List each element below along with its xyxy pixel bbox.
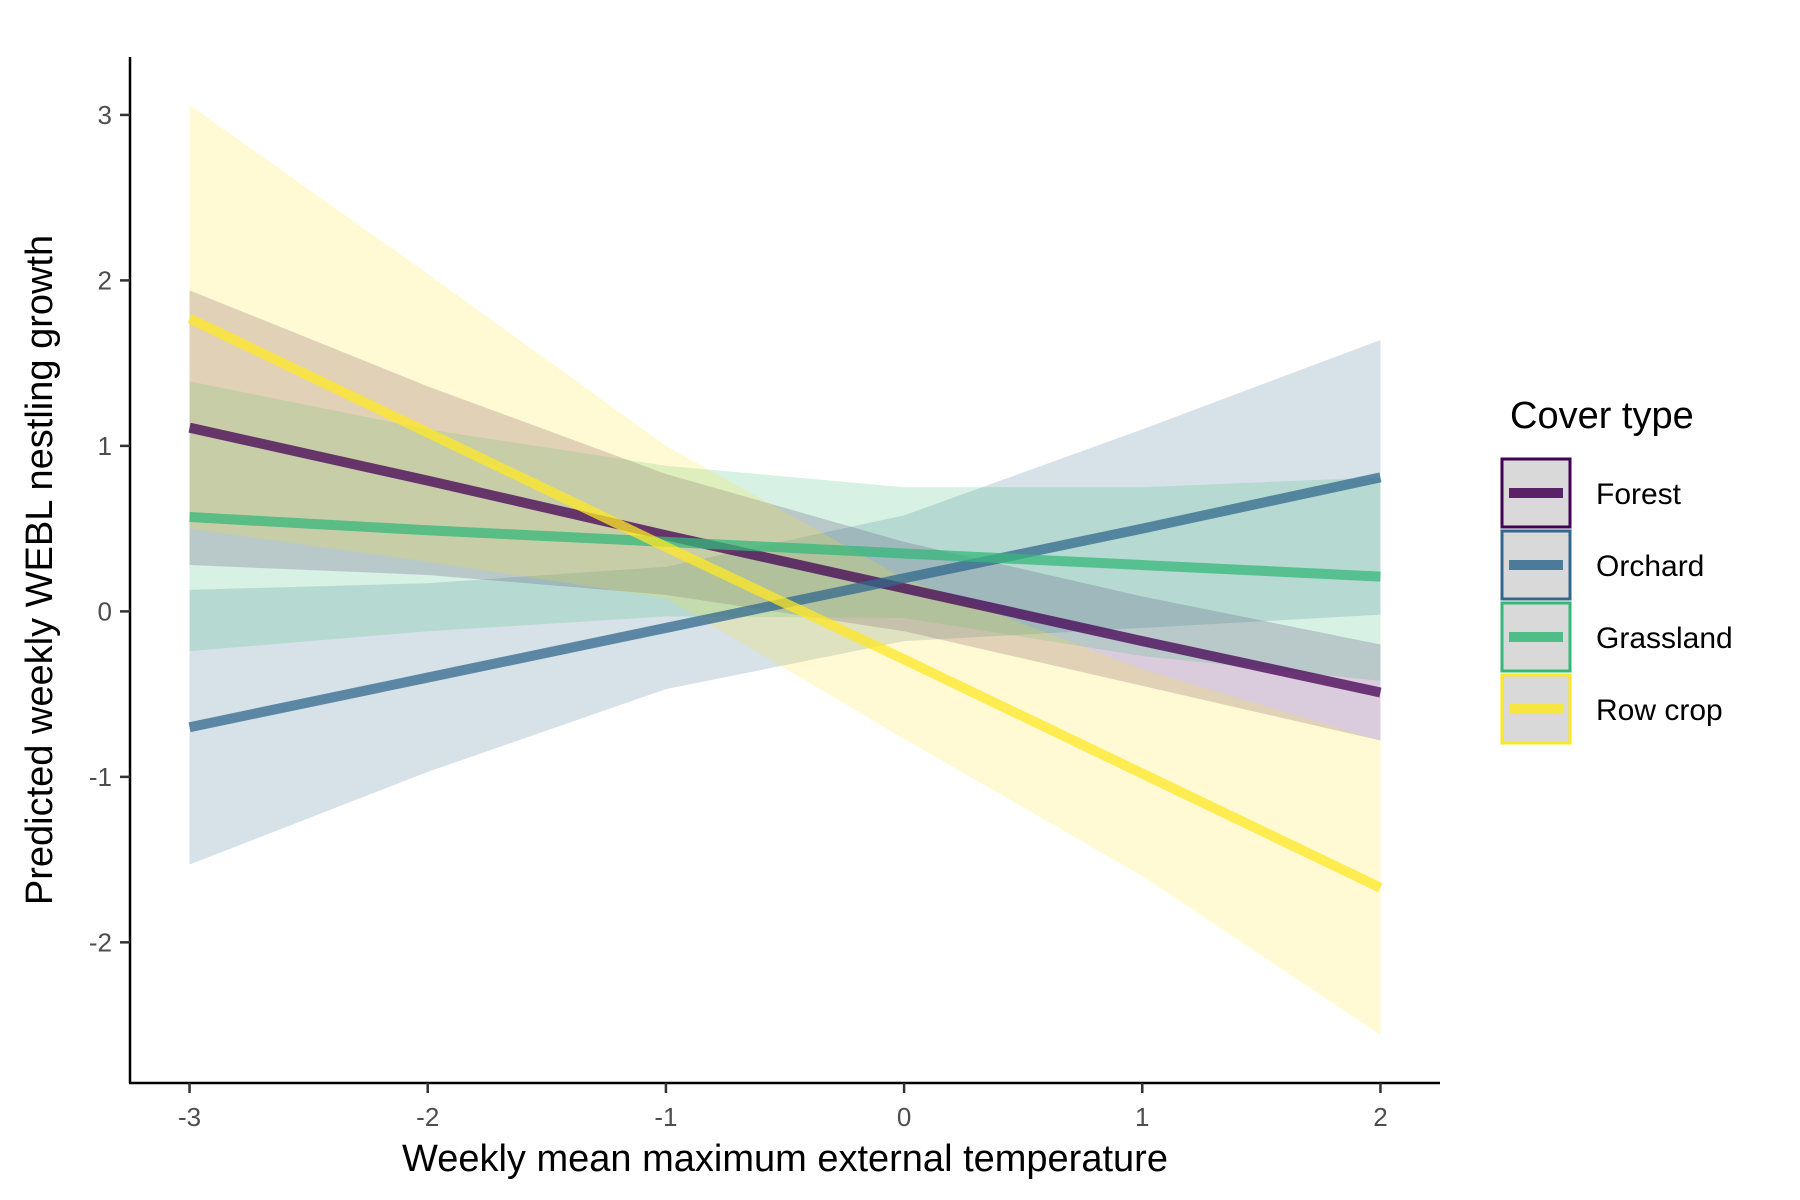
x-tick-label: 0 [897,1102,911,1132]
legend-label: Orchard [1596,550,1704,583]
legend-item-orchard: Orchard [1500,529,1704,601]
y-tick-label: -2 [89,927,112,957]
legend-label: Row crop [1596,694,1723,727]
y-tick-label: 2 [98,265,112,295]
x-tick-label: 2 [1373,1102,1387,1132]
x-tick-label: -3 [178,1102,201,1132]
legend-title: Cover type [1510,395,1694,437]
series-lines [187,313,1383,893]
legend-label: Forest [1596,478,1682,511]
x-tick-label: 1 [1135,1102,1149,1132]
series-line-row-crop [187,313,1383,893]
legend-item-forest: Forest [1500,457,1682,529]
x-axis-title: Weekly mean maximum external temperature [402,1138,1168,1180]
band-row-crop [189,104,1381,1036]
y-tick-label: 1 [98,431,112,461]
legend-item-grassland: Grassland [1500,601,1733,673]
y-tick-label: 3 [98,100,112,130]
legend: Cover type Forest Orchard Grassland Row cro… [1500,395,1733,745]
x-axis-ticks: -3 -2 -1 0 1 2 [178,1083,1388,1132]
series-line-grassland [189,512,1381,582]
x-tick-label: -2 [416,1102,439,1132]
legend-label: Grassland [1596,622,1733,655]
series-line-forest [188,422,1382,698]
y-axis-title: Predicted weekly WEBL nestling growth [19,235,61,905]
x-tick-label: -1 [654,1102,677,1132]
legend-item-row-crop: Row crop [1500,673,1723,745]
y-tick-label: -1 [89,762,112,792]
y-tick-label: 0 [98,596,112,626]
y-axis-ticks: -2 -1 0 1 2 3 [89,100,130,957]
